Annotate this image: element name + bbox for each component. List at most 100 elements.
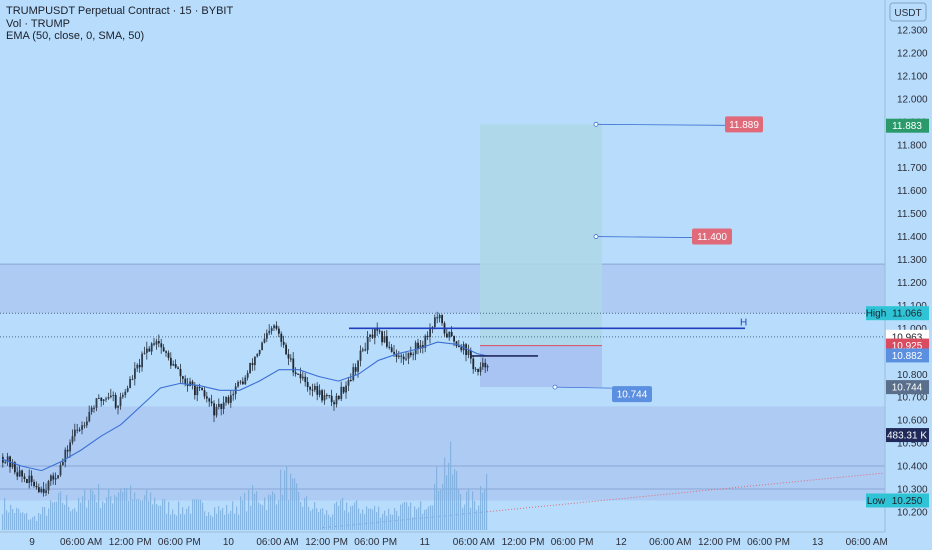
volume-bar xyxy=(288,499,290,530)
ema-indicator-label[interactable]: EMA (50, close, 0, SMA, 50) xyxy=(6,30,145,42)
volume-bar xyxy=(114,495,116,530)
candle-body xyxy=(383,336,386,343)
candle-body xyxy=(482,362,484,367)
volume-bar xyxy=(272,491,274,530)
candle-body xyxy=(297,373,299,375)
volume-bar xyxy=(142,500,144,530)
volume-bar xyxy=(74,508,76,530)
x-tick-label: 06:00 AM xyxy=(256,537,298,548)
volume-bar xyxy=(52,502,54,530)
candle-body xyxy=(474,368,477,370)
candle-body xyxy=(26,478,28,484)
target-label-badge xyxy=(725,116,763,133)
candle-body xyxy=(318,390,321,395)
volume-bar xyxy=(426,509,428,530)
candle-body xyxy=(4,462,7,464)
volume-bar xyxy=(26,513,28,530)
volume-bar xyxy=(406,502,408,530)
candle-body xyxy=(275,325,278,329)
candle-body xyxy=(206,396,208,399)
volume-bar xyxy=(282,494,284,530)
candle-body xyxy=(321,390,323,401)
last-price-text: 10.963 xyxy=(892,332,923,343)
volume-bar xyxy=(30,519,32,530)
volume-bar xyxy=(380,517,382,530)
candle-body xyxy=(52,475,55,480)
volume-bar xyxy=(4,497,6,530)
volume-bar xyxy=(188,506,190,530)
y-tick-label: 11.700 xyxy=(897,163,927,174)
volume-bar xyxy=(92,490,94,530)
volume-bar xyxy=(396,511,398,530)
volume-bar xyxy=(84,489,86,530)
candle-body xyxy=(338,395,340,399)
candle-body xyxy=(105,398,107,400)
candle-body xyxy=(47,481,50,491)
candle-body xyxy=(143,352,146,354)
candle-body xyxy=(256,353,259,357)
volume-bar xyxy=(106,497,108,530)
currency-button-text[interactable]: USDT xyxy=(894,8,921,19)
candle-body xyxy=(155,341,158,345)
candle-body xyxy=(57,475,59,479)
resistance-line-tag: H xyxy=(740,317,747,328)
volume-bar xyxy=(18,509,20,530)
volume-bar xyxy=(38,513,40,530)
low-axis-badge xyxy=(886,493,929,508)
y-tick-label: 12.200 xyxy=(897,48,928,59)
candle-body xyxy=(436,317,439,319)
volume-bar xyxy=(234,513,236,530)
volume-bar xyxy=(390,514,392,530)
volume-bar xyxy=(452,474,454,530)
volume-bar xyxy=(36,520,38,530)
x-tick-label: 12 xyxy=(616,537,628,548)
volume-bar xyxy=(196,499,198,530)
volume-bar xyxy=(172,509,174,530)
candle-body xyxy=(227,397,230,403)
candle-body xyxy=(232,394,235,396)
candle-body xyxy=(203,390,206,397)
candle-body xyxy=(71,436,74,443)
volume-bar xyxy=(448,462,450,530)
y-tick-label: 10.700 xyxy=(897,393,928,404)
volume-bar xyxy=(206,515,208,530)
volume-bar xyxy=(94,494,96,530)
volume-bar xyxy=(256,491,258,530)
candle-body xyxy=(40,488,43,493)
candle-body xyxy=(438,315,441,319)
volume-indicator-label[interactable]: Vol · TRUMP xyxy=(6,18,70,30)
entry-axis-badge-text: 10.925 xyxy=(892,341,923,352)
volume-bar xyxy=(372,509,374,530)
candle-body xyxy=(285,344,287,355)
volume-bar xyxy=(136,499,138,530)
candle-body xyxy=(410,352,412,356)
candle-body xyxy=(299,373,302,379)
candle-body xyxy=(458,346,460,348)
candle-body xyxy=(18,470,21,477)
volume-bar xyxy=(376,512,378,530)
volume-bar xyxy=(228,513,230,530)
candle-body xyxy=(258,350,261,354)
chart-title: TRUMPUSDT Perpetual Contract · 15 · BYBI… xyxy=(6,5,234,17)
volume-bar xyxy=(210,515,212,530)
candle-body xyxy=(306,382,309,388)
volume-bar xyxy=(382,513,384,530)
resistance-zone xyxy=(0,264,885,314)
candle-body xyxy=(112,394,115,396)
candle-body xyxy=(340,386,343,399)
candle-body xyxy=(335,395,338,405)
volume-bar xyxy=(100,507,102,530)
volume-bar xyxy=(186,508,188,530)
volume-bar xyxy=(250,505,252,530)
volume-bar xyxy=(360,513,362,530)
volume-bar xyxy=(170,514,172,530)
candle-body xyxy=(33,481,35,486)
volume-bar xyxy=(354,502,356,530)
ema-line xyxy=(1,341,488,472)
volume-bar xyxy=(318,512,320,530)
volume-bar xyxy=(150,492,152,530)
volume-bar xyxy=(322,508,324,530)
volume-bar xyxy=(216,513,218,530)
